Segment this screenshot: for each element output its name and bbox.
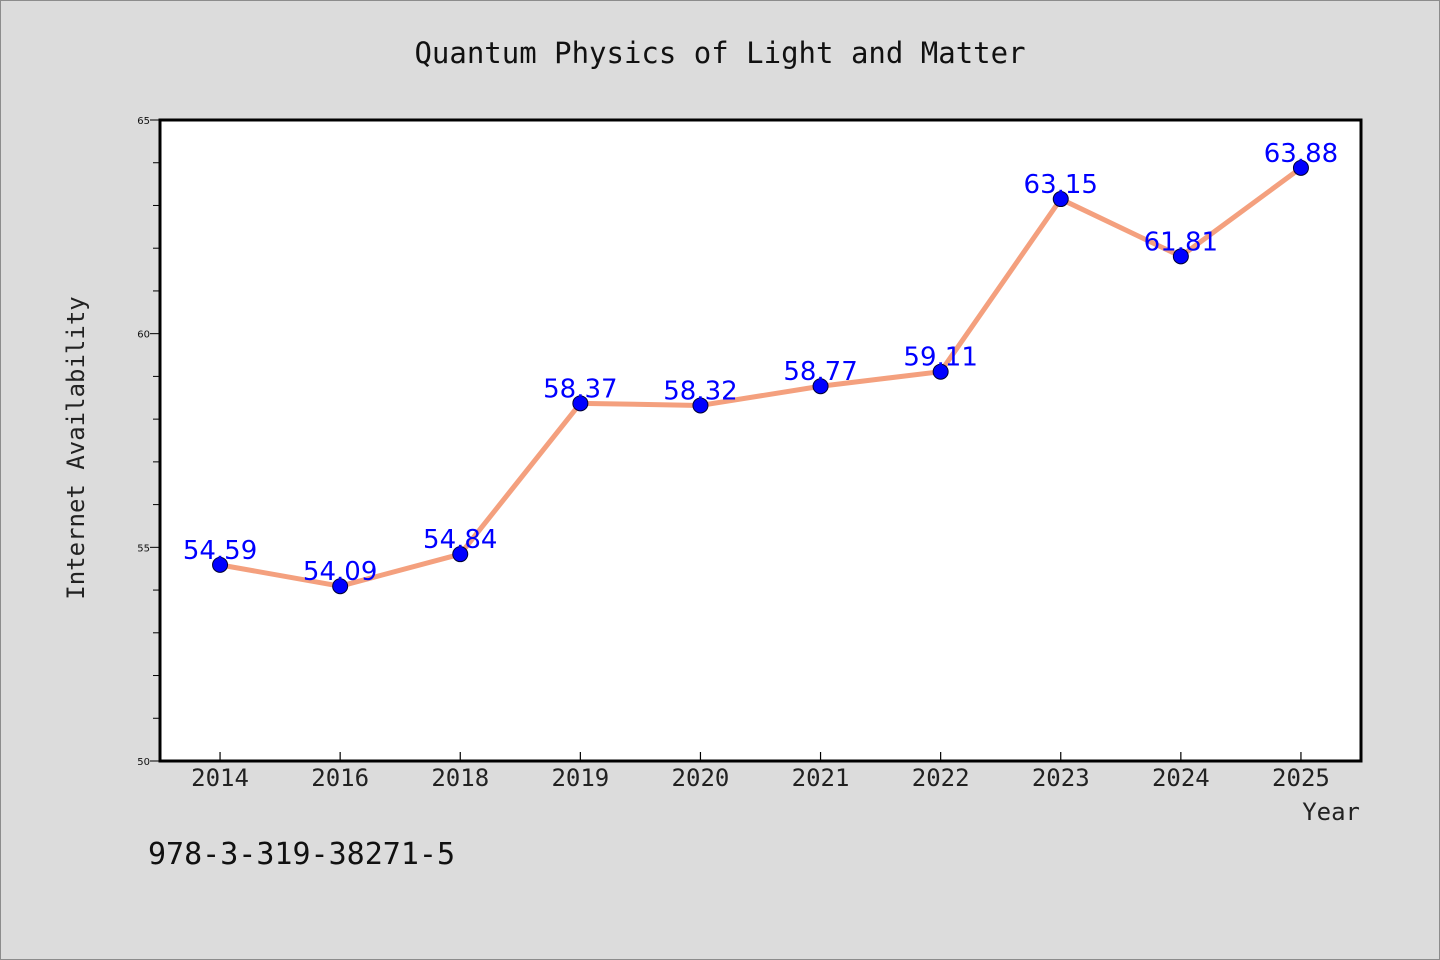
y-axis-label: Internet Availability (62, 296, 90, 599)
x-tick-label: 2016 (311, 764, 369, 792)
x-axis-label: Year (1302, 798, 1360, 826)
data-label: 58.32 (663, 376, 737, 406)
data-label: 59.11 (903, 343, 977, 373)
data-label: 54.59 (183, 536, 257, 566)
data-label: 54.84 (423, 525, 497, 555)
data-point-marker (212, 556, 229, 573)
y-tick-label: 55 (137, 543, 150, 554)
data-label: 58.77 (783, 357, 857, 387)
data-label: 58.37 (543, 374, 617, 404)
data-point-marker (452, 546, 469, 563)
data-point-marker (1052, 191, 1069, 208)
plot-border (158, 118, 1363, 763)
data-point-marker (572, 395, 589, 412)
y-tick-label: 65 (137, 116, 150, 127)
x-tick-label: 2019 (551, 764, 609, 792)
y-tick-label: 50 (137, 757, 150, 768)
chart-title: Quantum Physics of Light and Matter (414, 36, 1025, 70)
data-point-marker (932, 363, 949, 380)
x-tick-label: 2014 (191, 764, 249, 792)
y-tick-label: 60 (137, 330, 150, 341)
x-tick-label: 2020 (672, 764, 730, 792)
x-tick-label: 2022 (912, 764, 970, 792)
data-point-marker (812, 378, 829, 395)
data-point-marker (332, 578, 349, 595)
x-axis-ticks: 2014 2016 2018 2019 2020 2021 2022 2023 2024 2025 (191, 752, 1330, 792)
data-label: 63.15 (1024, 170, 1098, 200)
x-tick-label: 2025 (1272, 764, 1330, 792)
footnote-isbn: 978-3-319-38271-5 (148, 837, 455, 872)
series-markers (212, 159, 1309, 595)
plot-area (160, 120, 1361, 761)
data-label: 63.88 (1264, 139, 1338, 169)
x-tick-label: 2021 (792, 764, 850, 792)
data-point-marker (1292, 159, 1309, 176)
x-tick-label: 2024 (1152, 764, 1210, 792)
x-tick-label: 2018 (431, 764, 489, 792)
data-label: 61.81 (1144, 227, 1218, 257)
data-point-marker (692, 397, 709, 414)
x-tick-label: 2023 (1032, 764, 1090, 792)
data-labels: 54.59 54.09 54.84 58.37 58.32 58.77 59.11 63.15… (183, 139, 1338, 587)
data-point-marker (1172, 248, 1189, 265)
data-label: 54.09 (303, 557, 377, 587)
series-line (217, 165, 1304, 589)
y-axis-ticks: 50 55 60 65 (137, 116, 160, 768)
